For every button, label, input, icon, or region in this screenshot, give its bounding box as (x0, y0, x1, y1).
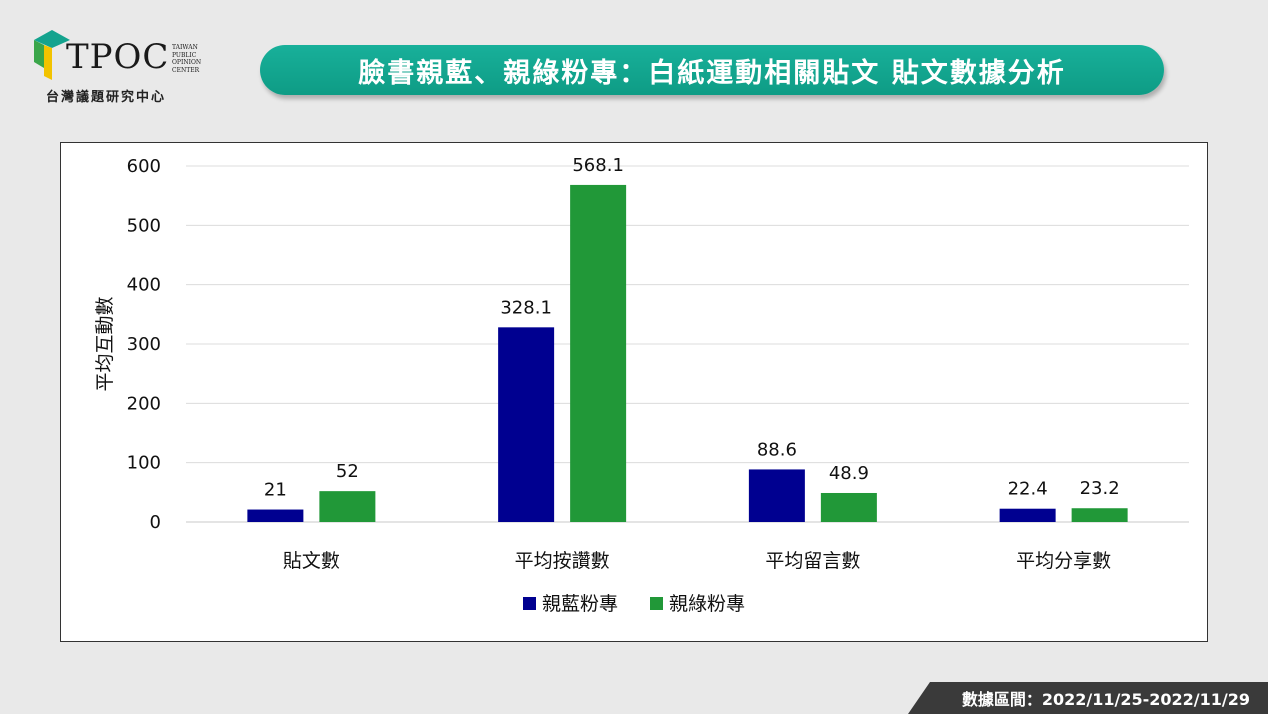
data-label: 22.4 (1008, 479, 1048, 500)
bar-chart: 0 100 200 300 400 500 600 平均互動數 21 52 貼文數 328.1 568.… (94, 155, 1189, 615)
legend-label: 親綠粉專 (669, 593, 745, 615)
bar-blue (247, 509, 304, 522)
data-label: 88.6 (757, 439, 797, 460)
data-label: 568.1 (572, 155, 624, 176)
legend-label: 親藍粉專 (542, 593, 618, 615)
data-label: 52 (336, 461, 359, 482)
data-label: 48.9 (829, 463, 869, 484)
x-tick-label: 平均按讚數 (515, 550, 610, 572)
bar-blue (748, 469, 805, 522)
logo-side-line: OPINION (172, 59, 202, 66)
y-tick-label: 300 (127, 334, 161, 355)
data-label: 21 (264, 480, 287, 501)
data-label: 23.2 (1080, 478, 1120, 499)
bar-green (1071, 508, 1128, 522)
y-tick-label: 500 (127, 215, 161, 236)
legend-swatch (523, 597, 536, 610)
y-axis-label: 平均互動數 (94, 296, 116, 391)
tpoc-logo: TPOC TAIWAN PUBLIC OPINION CENTER 台灣議題研究… (32, 26, 202, 106)
y-tick-label: 400 (127, 275, 161, 296)
data-label: 328.1 (500, 297, 552, 318)
logo-side-line: PUBLIC (172, 51, 197, 59)
x-tick-label: 貼文數 (283, 550, 340, 572)
logo-side-text: TAIWAN PUBLIC OPINION CENTER (172, 44, 202, 74)
y-tick-label: 100 (127, 453, 161, 474)
logo-wordmark: TPOC (66, 37, 170, 77)
legend-swatch (650, 597, 663, 610)
y-tick-label: 600 (127, 156, 161, 177)
chart-frame: 0 100 200 300 400 500 600 平均互動數 21 52 貼文數 328.1 568.… (60, 142, 1208, 642)
logo-mark-icon (34, 30, 70, 80)
bar-green (820, 492, 877, 522)
page-title: 臉書親藍、親綠粉專：白紙運動相關貼文 貼文數據分析 (260, 45, 1164, 95)
date-range-badge: 數據區間：2022/11/25-2022/11/29 (908, 682, 1268, 714)
logo-subtitle: 台灣議題研究中心 (46, 90, 167, 105)
y-tick-label: 200 (127, 393, 161, 414)
bar-green (570, 184, 627, 522)
y-tick-label: 0 (150, 512, 161, 533)
bar-blue (498, 327, 555, 522)
logo-side-line: TAIWAN (172, 44, 198, 51)
x-tick-label: 平均留言數 (765, 550, 860, 572)
x-tick-label: 平均分享數 (1016, 550, 1111, 572)
bar-blue (999, 508, 1056, 522)
bar-green (319, 491, 376, 522)
logo-side-line: CENTER (172, 66, 200, 74)
